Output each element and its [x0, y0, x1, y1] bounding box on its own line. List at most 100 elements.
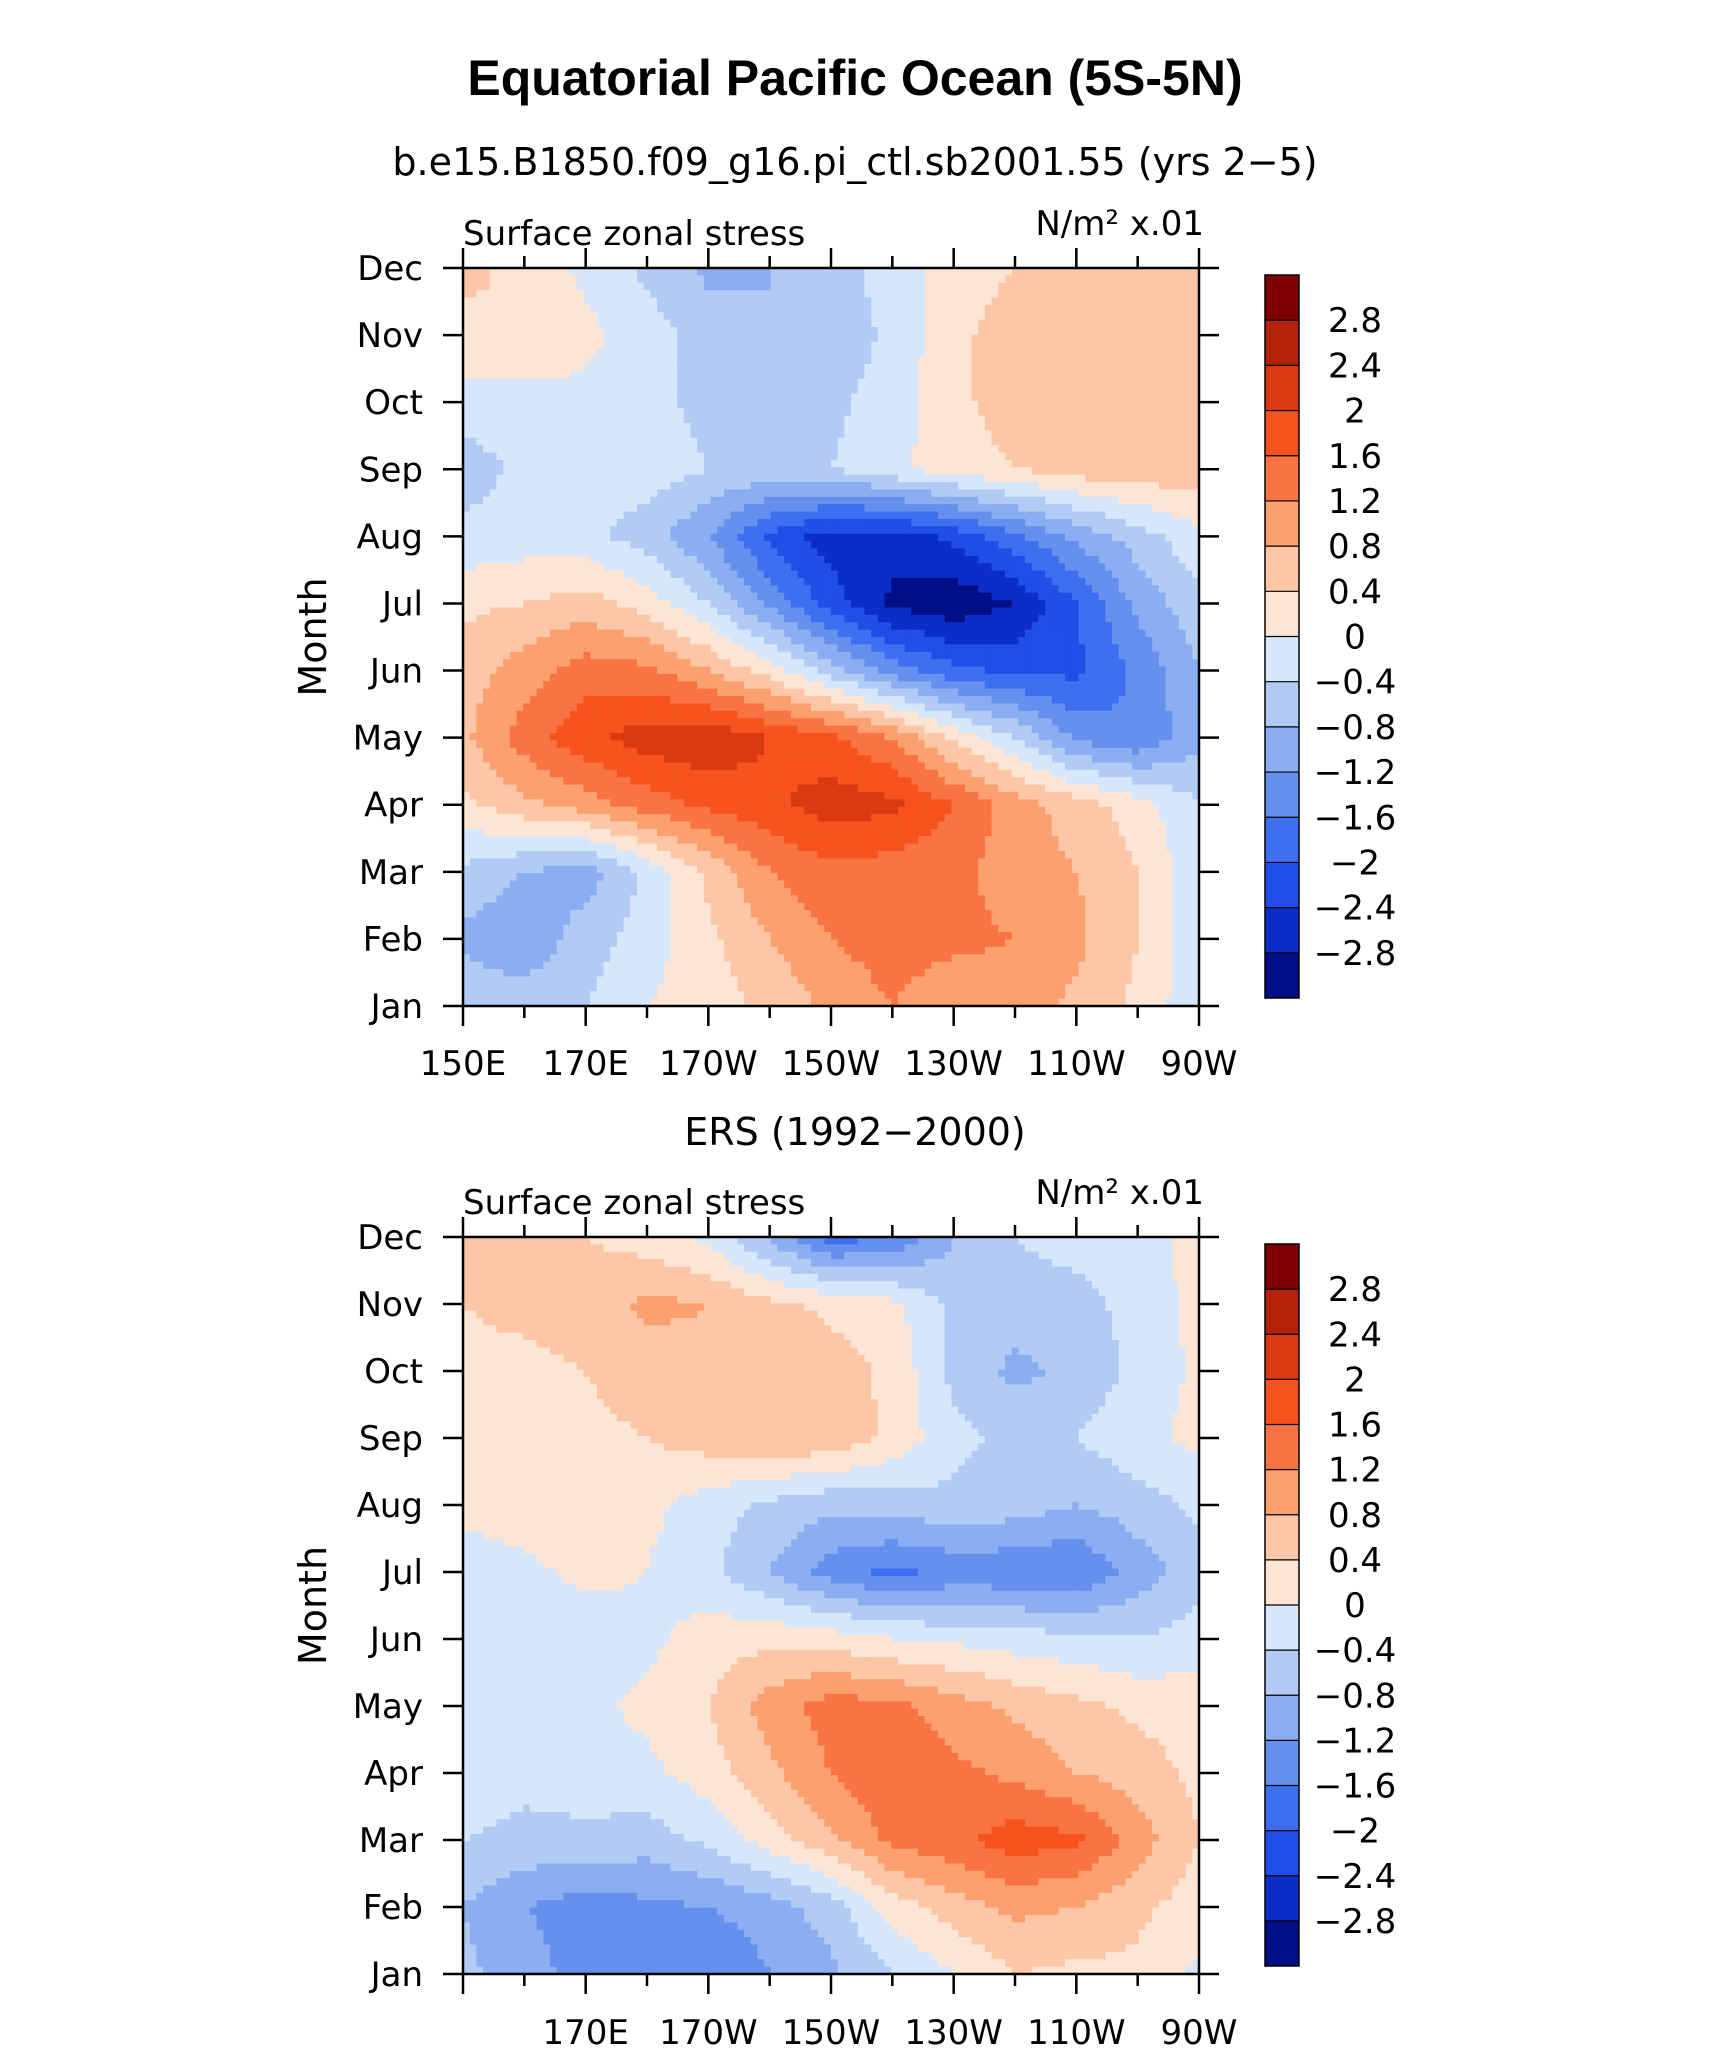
contour-cell — [1071, 467, 1080, 476]
contour-cell — [1105, 422, 1113, 431]
contour-cell — [1018, 319, 1026, 328]
contour-cell — [496, 400, 504, 409]
contour-cell — [630, 327, 638, 336]
contour-cell — [1085, 386, 1093, 395]
contour-cell — [576, 304, 585, 313]
contour-cell — [650, 592, 658, 601]
contour-cell — [897, 297, 906, 306]
contour-cell — [1138, 275, 1147, 284]
contour-cell — [804, 585, 812, 594]
contour-cell — [1018, 570, 1026, 579]
contour-cell — [717, 268, 725, 276]
contour-cell — [536, 334, 544, 343]
contour-cell — [1038, 341, 1046, 350]
contour-cell — [991, 408, 999, 417]
contour-cell — [978, 555, 986, 564]
contour-cell — [596, 282, 605, 291]
contour-cell — [529, 437, 538, 446]
contour-cell — [784, 334, 792, 343]
contour-cell — [670, 452, 678, 461]
contour-cell — [610, 430, 618, 439]
contour-cell — [697, 341, 705, 350]
contour-cell — [1118, 592, 1126, 601]
contour-cell — [483, 371, 491, 380]
contour-cell — [1065, 570, 1073, 579]
contour-cell — [1025, 541, 1033, 550]
contour-cell — [583, 408, 591, 417]
contour-cell — [904, 297, 912, 306]
contour-cell — [476, 533, 484, 542]
contour-cell — [790, 511, 799, 520]
contour-cell — [570, 504, 578, 513]
contour-cell — [1025, 422, 1033, 431]
contour-cell — [904, 290, 912, 299]
contour-cell — [543, 430, 551, 439]
contour-cell — [744, 482, 752, 490]
contour-cell — [483, 526, 491, 535]
contour-cell — [770, 290, 779, 299]
contour-cell — [804, 327, 812, 336]
contour-cell — [643, 430, 651, 439]
contour-cell — [710, 541, 718, 550]
contour-cell — [931, 585, 939, 594]
contour-cell — [1038, 400, 1046, 409]
contour-cell — [750, 275, 758, 284]
contour-cell — [463, 504, 471, 513]
contour-cell — [998, 437, 1006, 446]
contour-cell — [737, 563, 745, 572]
contour-cell — [857, 459, 866, 468]
contour-cell — [463, 378, 471, 387]
contour-cell — [984, 400, 993, 409]
contour-cell — [911, 356, 919, 365]
contour-cell — [623, 386, 631, 395]
contour-cell — [1152, 312, 1160, 321]
contour-cell — [824, 541, 832, 550]
contour-cell — [476, 489, 484, 498]
contour-cell — [509, 511, 518, 520]
contour-cell — [670, 304, 678, 313]
contour-cell — [770, 282, 779, 291]
contour-cell — [1045, 496, 1053, 505]
contour-cell — [556, 489, 564, 498]
contour-cell — [657, 275, 665, 284]
contour-cell — [636, 452, 645, 461]
contour-cell — [583, 592, 591, 601]
contour-cell — [1071, 349, 1080, 358]
contour-cell — [516, 415, 524, 424]
contour-cell — [744, 297, 752, 306]
contour-cell — [831, 400, 839, 409]
contour-cell — [978, 327, 986, 336]
contour-cell — [1112, 327, 1120, 336]
contour-cell — [770, 312, 779, 321]
contour-cell — [764, 577, 772, 586]
contour-cell — [697, 541, 705, 550]
contour-cell — [844, 356, 852, 365]
contour-cell — [690, 555, 698, 564]
contour-cell — [984, 408, 993, 417]
contour-cell — [784, 518, 792, 527]
contour-cell — [1112, 408, 1120, 417]
contour-cell — [978, 533, 986, 542]
contour-cell — [1091, 585, 1100, 594]
contour-cell — [737, 592, 745, 601]
contour-cell — [1065, 268, 1073, 276]
contour-cell — [1172, 437, 1180, 446]
contour-cell — [744, 312, 752, 321]
contour-cell — [790, 312, 799, 321]
contour-cell — [1125, 319, 1133, 328]
contour-cell — [1185, 541, 1193, 550]
contour-cell — [570, 371, 578, 380]
contour-cell — [563, 386, 571, 395]
contour-cell — [911, 496, 919, 505]
contour-cell — [536, 496, 544, 505]
contour-cell — [871, 422, 879, 431]
contour-cell — [603, 290, 611, 299]
contour-cell — [917, 533, 926, 542]
contour-cell — [864, 386, 872, 395]
contour-cell — [610, 422, 618, 431]
contour-cell — [1038, 541, 1046, 550]
contour-cell — [877, 474, 886, 483]
contour-cell — [603, 452, 611, 461]
contour-cell — [1011, 474, 1019, 483]
contour-cell — [971, 511, 979, 520]
